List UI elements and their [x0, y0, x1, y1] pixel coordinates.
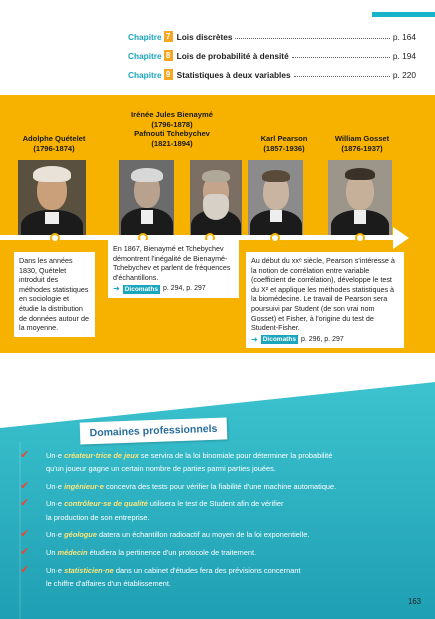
list-item: ✔ Un·e statisticien·ne dans un cabinet d…: [20, 564, 420, 591]
chapter-list: Chapitre 7 Lois discrètes p. 164 Chapitr…: [128, 27, 416, 84]
card-quetelet: Dans les années 1830, Quételet introduit…: [14, 252, 95, 337]
list-item: ✔ Un médecin étudiera la pertinence d'un…: [20, 546, 420, 559]
profession-highlight: créateur·trice de jeux: [64, 451, 139, 460]
domains-list: ✔ Un·e créateur·trice de jeux se servira…: [20, 449, 420, 594]
person-name-pearson: Karl Pearson (1857-1936): [249, 134, 319, 153]
item-line: Un·e ingénieur·e concevra des tests pour…: [46, 481, 337, 491]
person-name-text: Karl Pearson: [260, 134, 308, 143]
person-years-text: (1876-1937): [341, 143, 383, 153]
chapter-number-badge: 7: [163, 31, 173, 42]
chapter-row-8[interactable]: Chapitre 8 Lois de probabilité à densité…: [128, 46, 416, 65]
timeline-line: [0, 235, 395, 240]
person-name-text: William Gosset: [334, 134, 390, 143]
timeline-dot: [50, 233, 60, 243]
card-text: En 1867, Bienaymé et Tchebychev démontre…: [113, 244, 231, 282]
chapter-number-badge: 9: [163, 69, 173, 80]
timeline-band: Adolphe Quételet (1796-1874) Irénée Jule…: [0, 95, 435, 353]
person-name-text: Pafnouti Tchebychev: [134, 129, 210, 138]
timeline-arrow-head: [393, 227, 409, 249]
card-text: Au début du xxᵉ siècle, Pearson s'intére…: [251, 256, 395, 333]
chapter-leader-dots: [235, 38, 390, 39]
checkmark-icon: ✔: [20, 479, 30, 492]
person-name-quetelet: Adolphe Quételet (1796-1874): [14, 134, 94, 153]
person-name-text: Irénée Jules Bienaymé: [131, 110, 213, 119]
chapter-row-7[interactable]: Chapitre 7 Lois discrètes p. 164: [128, 27, 416, 46]
chapter-page: p. 194: [392, 50, 416, 61]
timeline-dot: [270, 233, 280, 243]
item-line: Un·e contrôleur·se de qualité utilisera …: [46, 499, 284, 509]
chapter-word: Chapitre: [128, 50, 162, 61]
chapter-number-badge: 8: [163, 50, 173, 61]
portrait-pearson: [248, 160, 303, 240]
chapter-title: Lois de probabilité à densité: [176, 50, 289, 61]
list-item: ✔ Un·e créateur·trice de jeux se servira…: [20, 449, 420, 476]
item-line-2: le chiffre d'affaires d'un établissement…: [46, 578, 171, 588]
checkmark-icon: ✔: [20, 563, 30, 576]
portrait-gosset: [328, 160, 392, 240]
chapter-word: Chapitre: [128, 31, 162, 42]
top-accent-bar: [372, 12, 435, 17]
portrait-bienayme: [119, 160, 174, 240]
list-item: ✔ Un·e ingénieur·e concevra des tests po…: [20, 480, 420, 493]
chapter-leader-dots: [293, 76, 390, 77]
card-text: Dans les années 1830, Quételet introduit…: [19, 256, 89, 333]
profession-highlight: médecin: [57, 547, 88, 557]
reference-arrow-icon: ➜: [113, 284, 120, 294]
chapter-leader-dots: [291, 57, 390, 58]
item-line: Un médecin étudiera la pertinence d'un p…: [46, 547, 257, 557]
chapter-page: p. 220: [392, 69, 416, 80]
reference-pages: p. 296, p. 297: [300, 335, 344, 343]
dicomaths-tag: Dicomaths: [260, 335, 298, 345]
checkmark-icon: ✔: [20, 545, 30, 558]
list-item: ✔ Un·e contrôleur·se de qualité utiliser…: [20, 497, 420, 524]
profession-highlight: statisticien·ne: [64, 565, 114, 575]
item-line: Un·e créateur·trice de jeux se servira d…: [46, 451, 333, 460]
person-years-text: (1796-1878): [151, 119, 193, 129]
person-years-text: (1796-1874): [33, 143, 75, 153]
item-line-2: la production de son entreprise.: [46, 512, 150, 522]
profession-highlight: contrôleur·se de qualité: [64, 499, 148, 509]
timeline-dot: [355, 233, 365, 243]
chapter-word: Chapitre: [128, 69, 162, 80]
chapter-title: Statistiques à deux variables: [176, 69, 291, 80]
portrait-quetelet: [18, 160, 86, 240]
dicomaths-tag: Dicomaths: [122, 284, 160, 294]
person-years-text: (1821-1894): [151, 138, 193, 148]
item-line: Un·e statisticien·ne dans un cabinet d'é…: [46, 565, 301, 575]
portrait-tchebychev: [190, 160, 242, 240]
checkmark-icon: ✔: [20, 497, 30, 510]
dicomaths-reference[interactable]: ➜ Dicomaths p. 296, p. 297: [251, 335, 399, 345]
chapter-title: Lois discrètes: [176, 31, 233, 42]
chapter-page: p. 164: [392, 31, 416, 42]
dicomaths-reference[interactable]: ➜ Dicomaths p. 294, p. 297: [113, 284, 234, 294]
person-name-text: Adolphe Quételet: [22, 134, 86, 143]
item-line-2: qu'un joueur gagne un certain nombre de …: [46, 464, 276, 474]
reference-pages: p. 294, p. 297: [162, 285, 206, 293]
card-pearson: Au début du xxᵉ siècle, Pearson s'intére…: [246, 252, 404, 349]
checkmark-icon: ✔: [20, 449, 30, 461]
profession-highlight: ingénieur·e: [64, 481, 104, 491]
person-name-gosset: William Gosset (1876-1937): [322, 134, 402, 153]
person-name-bienayme-tchebychev: Irénée Jules Bienaymé (1796-1878) Pafnou…: [112, 110, 232, 148]
reference-arrow-icon: ➜: [251, 334, 258, 344]
profession-highlight: géologue: [64, 530, 97, 540]
chapter-row-9[interactable]: Chapitre 9 Statistiques à deux variables…: [128, 65, 416, 84]
list-item: ✔ Un·e géologue datera un échantillon ra…: [20, 528, 420, 541]
card-bienayme-tchebychev: En 1867, Bienaymé et Tchebychev démontre…: [108, 240, 239, 298]
checkmark-icon: ✔: [20, 528, 30, 541]
item-line: Un·e géologue datera un échantillon radi…: [46, 530, 310, 540]
page-number: 163: [408, 597, 422, 606]
person-years-text: (1857-1936): [263, 143, 305, 153]
